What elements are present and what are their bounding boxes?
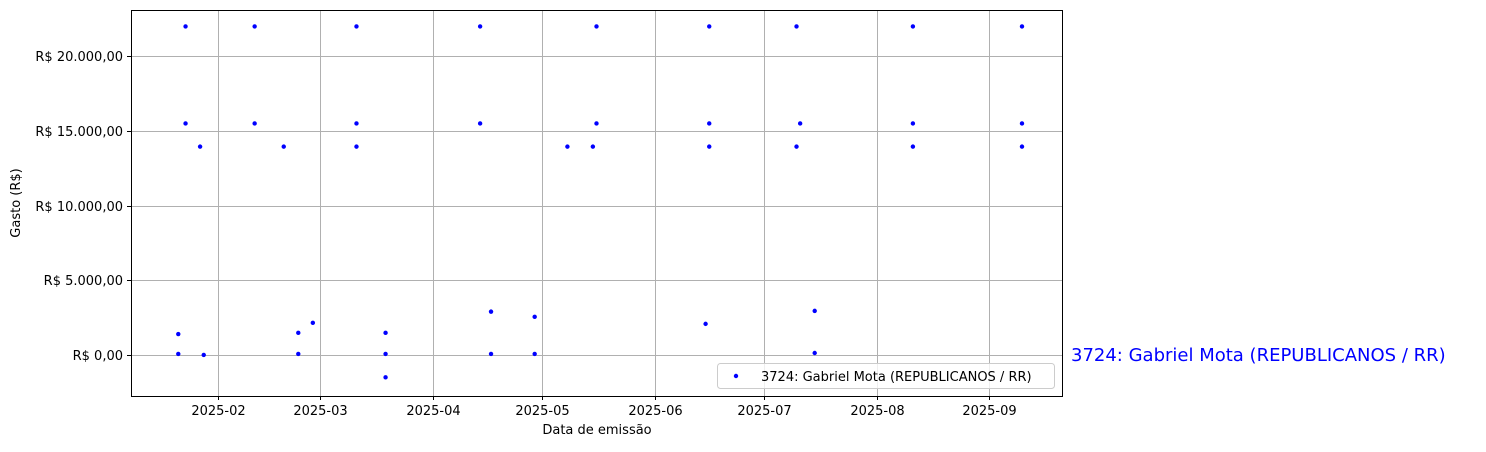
legend-label: 3724: Gabriel Mota (REPUBLICANOS / RR) <box>761 370 1032 385</box>
data-point <box>296 330 301 336</box>
y-tick-label: R$ 15.000,00 <box>35 125 123 140</box>
x-tick-label: 2025-08 <box>850 404 904 419</box>
x-tick-label: 2025-03 <box>293 404 347 419</box>
data-point <box>794 144 799 149</box>
side-label: 3724: Gabriel Mota (REPUBLICANOS / RR) <box>1071 345 1446 366</box>
x-tick-label: 2025-09 <box>962 404 1016 419</box>
data-point <box>354 121 359 126</box>
data-point <box>707 121 712 126</box>
y-tick-label: R$ 5.000,00 <box>44 274 123 289</box>
y-axis-label: Gasto (R$) <box>9 168 24 237</box>
legend-marker <box>733 373 739 379</box>
data-point <box>183 121 188 126</box>
data-point <box>383 375 388 380</box>
x-tick-label: 2025-04 <box>406 404 460 419</box>
y-tick-label: R$ 10.000,00 <box>35 200 123 215</box>
data-point <box>281 144 286 149</box>
y-axis-ticks: R$ 0,00 R$ 5.000,00 R$ 10.000,00 R$ 15.000,… <box>35 50 131 364</box>
data-point <box>812 350 817 356</box>
legend-box <box>717 363 1055 389</box>
legend: 3724: Gabriel Mota (REPUBLICANOS / RR) <box>717 363 1055 389</box>
data-point <box>176 351 181 357</box>
data-point <box>1019 121 1025 126</box>
data-point <box>354 24 359 29</box>
data-point <box>703 321 708 327</box>
x-tick-label: 2025-07 <box>737 404 791 419</box>
data-point <box>707 144 712 149</box>
y-tick-label: R$ 20.000,00 <box>35 50 123 65</box>
data-point <box>594 121 599 126</box>
data-point <box>477 121 483 126</box>
x-tick-label: 2025-05 <box>515 404 569 419</box>
data-point <box>354 144 359 149</box>
data-points <box>176 24 1025 380</box>
data-point <box>197 144 203 149</box>
data-point <box>532 351 537 357</box>
grid <box>131 10 1062 396</box>
data-point <box>594 24 599 29</box>
x-axis-ticks: 2025-02 2025-03 2025-04 2025-05 2025-06 2025-… <box>191 396 1017 419</box>
data-point <box>812 308 817 314</box>
data-point <box>707 24 712 29</box>
y-tick-label: R$ 0,00 <box>73 349 123 364</box>
data-point <box>910 24 916 29</box>
data-point <box>797 121 803 126</box>
data-point <box>532 314 537 320</box>
data-point <box>296 351 301 357</box>
data-point <box>590 144 596 149</box>
data-point <box>252 121 257 126</box>
data-point <box>1019 144 1025 149</box>
data-point <box>488 351 494 357</box>
data-point <box>794 24 799 29</box>
data-point <box>383 351 388 357</box>
data-point <box>910 121 916 126</box>
data-point <box>183 24 188 29</box>
data-point <box>176 331 181 337</box>
data-point <box>1019 24 1025 29</box>
data-point <box>488 309 494 314</box>
plot-frame <box>131 10 1063 397</box>
x-tick-label: 2025-06 <box>628 404 682 419</box>
x-tick-label: 2025-02 <box>191 404 245 419</box>
data-point <box>910 144 916 149</box>
data-point <box>252 24 257 29</box>
data-point <box>565 144 570 149</box>
x-axis-label: Data de emissão <box>542 423 651 438</box>
data-point <box>383 330 388 336</box>
data-point <box>201 352 206 358</box>
data-point <box>310 320 316 326</box>
data-point <box>477 24 483 29</box>
